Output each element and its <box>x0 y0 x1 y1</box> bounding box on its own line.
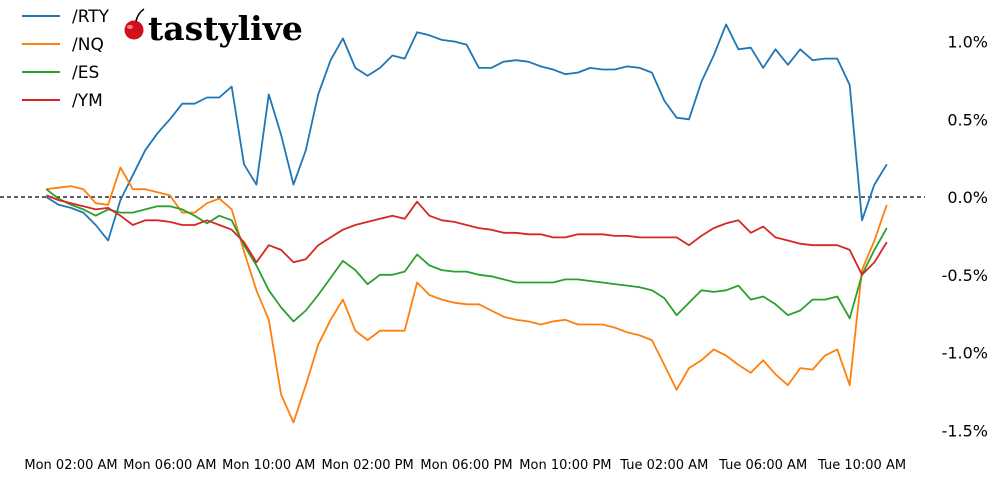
legend: /RTY/NQ/ES/YM <box>22 7 110 111</box>
y-tick-label: -1.0% <box>942 344 988 363</box>
tastylive-logo: tastylive <box>124 8 303 48</box>
cherry-highlight <box>127 25 133 29</box>
x-tick-label: Tue 10:00 AM <box>817 458 906 473</box>
x-tick-label: Mon 02:00 AM <box>24 458 117 473</box>
y-tick-label: 1.0% <box>947 33 988 52</box>
x-tick-label: Tue 02:00 AM <box>619 458 708 473</box>
series-line-ym <box>45 194 888 276</box>
y-tick-label: 0.5% <box>947 110 988 129</box>
x-tick-label: Mon 06:00 PM <box>420 458 512 473</box>
legend-label: /YM <box>72 91 103 111</box>
y-tick-label: -0.5% <box>942 266 988 285</box>
series-line-es <box>45 188 888 323</box>
x-tick-label: Mon 10:00 AM <box>222 458 315 473</box>
y-axis-ticks: 1.0% 0.5% 0.0% -0.5% -1.0% -1.5% <box>942 33 988 441</box>
x-tick-label: Tue 06:00 AM <box>718 458 807 473</box>
x-tick-label: Mon 06:00 AM <box>123 458 216 473</box>
cherry-stem <box>135 8 145 22</box>
x-tick-label: Mon 10:00 PM <box>519 458 611 473</box>
x-axis-ticks: Mon 02:00 AM Mon 06:00 AM Mon 10:00 AM Mon … <box>24 458 906 473</box>
logo-text: tastylive <box>148 9 303 48</box>
legend-label: /NQ <box>72 35 104 55</box>
x-tick-label: Mon 02:00 PM <box>322 458 414 473</box>
series-line-nq <box>46 166 888 424</box>
cherry-icon <box>124 20 144 40</box>
y-tick-label: 0.0% <box>947 188 988 207</box>
legend-label: /RTY <box>72 7 110 27</box>
legend-label: /ES <box>72 63 99 83</box>
series-line-rty <box>45 23 888 242</box>
y-tick-label: -1.5% <box>942 421 988 440</box>
series-layer <box>45 23 888 424</box>
